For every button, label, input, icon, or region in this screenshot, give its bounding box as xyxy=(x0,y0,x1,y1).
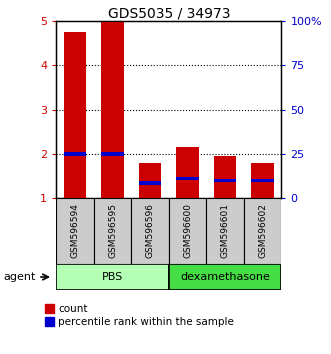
Bar xyxy=(64,32,86,198)
Bar xyxy=(64,152,86,156)
Text: PBS: PBS xyxy=(102,272,123,282)
Bar xyxy=(214,179,236,182)
Text: GSM596601: GSM596601 xyxy=(220,204,230,258)
Bar xyxy=(244,198,281,264)
Bar xyxy=(251,163,274,198)
Title: GDS5035 / 34973: GDS5035 / 34973 xyxy=(108,6,230,20)
Bar xyxy=(176,177,199,180)
Bar xyxy=(56,198,94,264)
Text: dexamethasone: dexamethasone xyxy=(180,272,270,282)
Bar xyxy=(176,147,199,198)
Text: GSM596594: GSM596594 xyxy=(71,204,79,258)
Bar xyxy=(101,21,124,198)
Text: GSM596600: GSM596600 xyxy=(183,204,192,258)
Text: GSM596596: GSM596596 xyxy=(146,204,155,258)
Legend: count, percentile rank within the sample: count, percentile rank within the sample xyxy=(45,304,234,327)
Bar xyxy=(206,198,244,264)
Bar xyxy=(94,198,131,264)
Text: GSM596595: GSM596595 xyxy=(108,204,117,258)
Bar xyxy=(56,264,169,290)
Bar xyxy=(139,181,161,184)
Bar xyxy=(139,163,161,198)
Bar xyxy=(169,264,281,290)
Text: GSM596602: GSM596602 xyxy=(258,204,267,258)
Bar xyxy=(169,198,206,264)
Bar xyxy=(214,156,236,198)
Bar xyxy=(131,198,169,264)
Text: agent: agent xyxy=(3,272,36,282)
Bar xyxy=(251,179,274,182)
Bar xyxy=(101,152,124,156)
